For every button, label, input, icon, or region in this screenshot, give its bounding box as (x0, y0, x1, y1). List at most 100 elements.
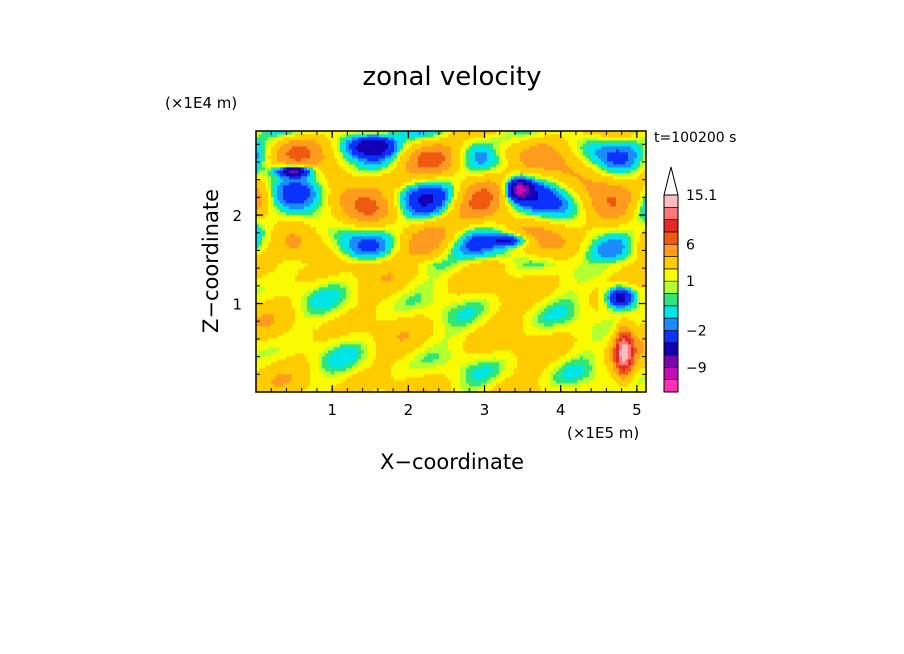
field-cell (289, 344, 293, 348)
field-cell (343, 386, 347, 390)
field-cell (259, 272, 263, 276)
field-cell (313, 260, 317, 264)
field-cell (283, 284, 287, 288)
field-cell (328, 170, 332, 174)
field-cell (301, 161, 305, 165)
field-cell (307, 155, 311, 159)
field-cell (280, 170, 284, 174)
field-cell (346, 281, 350, 285)
field-cell (382, 197, 386, 201)
field-cell (394, 338, 398, 342)
field-cell (289, 137, 293, 141)
field-cell (286, 194, 290, 198)
field-cell (418, 188, 422, 192)
field-cell (388, 371, 392, 375)
field-cell (265, 275, 269, 279)
field-cell (349, 227, 353, 231)
field-cell (367, 380, 371, 384)
field-cell (397, 179, 401, 183)
field-cell (409, 215, 413, 219)
field-cell (406, 335, 410, 339)
field-cell (262, 242, 266, 246)
field-cell (367, 245, 371, 249)
field-cell (286, 305, 290, 309)
field-cell (376, 248, 380, 252)
field-cell (340, 380, 344, 384)
field-cell (367, 146, 371, 150)
field-cell (424, 326, 428, 330)
field-cell (400, 182, 404, 186)
field-cell (361, 170, 365, 174)
field-cell (337, 206, 341, 210)
field-cell (400, 131, 404, 135)
field-cell (301, 284, 305, 288)
field-cell (406, 332, 410, 336)
field-cell (358, 314, 362, 318)
field-cell (265, 383, 269, 387)
field-cell (361, 344, 365, 348)
field-cell (256, 191, 260, 195)
field-cell (367, 266, 371, 270)
field-cell (298, 311, 302, 315)
field-cell (364, 353, 368, 357)
field-cell (352, 341, 356, 345)
field-cell (340, 131, 344, 135)
field-cell (310, 179, 314, 183)
field-cell (391, 251, 395, 255)
field-cell (259, 293, 263, 297)
field-cell (256, 350, 260, 354)
field-cell (292, 356, 296, 360)
field-cell (304, 134, 308, 138)
field-cell (262, 176, 266, 180)
field-cell (274, 197, 278, 201)
field-cell (322, 197, 326, 201)
field-cell (340, 365, 344, 369)
field-cell (319, 146, 323, 150)
field-cell (322, 164, 326, 168)
field-cell (418, 326, 422, 330)
field-cell (319, 353, 323, 357)
field-cell (373, 140, 377, 144)
field-cell (370, 224, 374, 228)
field-cell (379, 242, 383, 246)
field-cell (319, 191, 323, 195)
field-cell (304, 137, 308, 141)
field-cell (256, 254, 260, 258)
field-cell (352, 185, 356, 189)
field-cell (343, 356, 347, 360)
field-cell (313, 302, 317, 306)
field-cell (331, 221, 335, 225)
field-cell (292, 281, 296, 285)
field-cell (394, 137, 398, 141)
field-cell (394, 374, 398, 378)
field-cell (331, 314, 335, 318)
field-cell (331, 209, 335, 213)
field-cell (268, 266, 272, 270)
field-cell (364, 155, 368, 159)
field-cell (388, 155, 392, 159)
field-cell (385, 155, 389, 159)
field-cell (322, 209, 326, 213)
field-cell (319, 200, 323, 204)
field-cell (274, 188, 278, 192)
field-cell (319, 245, 323, 249)
field-cell (259, 350, 263, 354)
field-cell (259, 158, 263, 162)
field-cell (400, 326, 404, 330)
field-cell (385, 203, 389, 207)
field-cell (301, 251, 305, 255)
field-cell (310, 341, 314, 345)
field-cell (358, 170, 362, 174)
field-cell (280, 200, 284, 204)
field-cell (412, 263, 416, 267)
field-cell (289, 197, 293, 201)
field-cell (316, 236, 320, 240)
field-cell (331, 254, 335, 258)
field-cell (307, 221, 311, 225)
field-cell (337, 272, 341, 276)
field-cell (415, 302, 419, 306)
field-cell (379, 230, 383, 234)
field-cell (259, 230, 263, 234)
field-cell (289, 224, 293, 228)
field-cell (268, 167, 272, 171)
